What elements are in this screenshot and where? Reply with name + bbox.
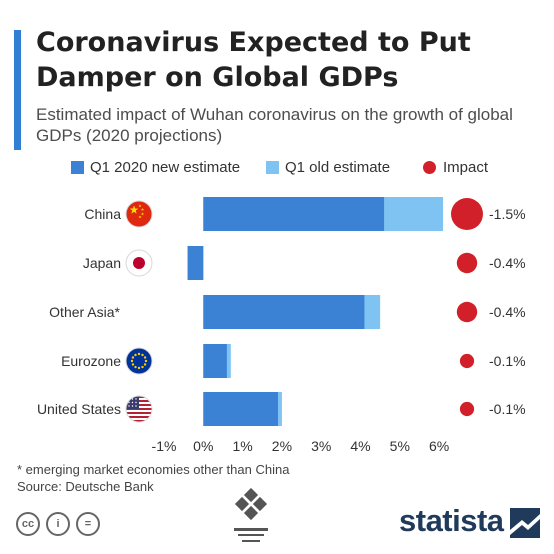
japan-flag-icon [125,249,153,277]
impact-label-united-states: -0.1% [489,401,526,417]
x-tick-label: 0% [193,438,213,454]
bar-new-china [203,197,385,231]
x-tick-label: 2% [272,438,292,454]
attribution-icon[interactable]: i [46,512,70,536]
x-tick-label: 5% [390,438,410,454]
impact-dot-china [451,198,483,230]
legend-item-new: Q1 2020 new estimate [71,159,240,176]
x-tick-label: -1% [152,438,177,454]
legend-label-old: Q1 old estimate [285,159,391,176]
legend-item-old: Q1 old estimate [266,159,390,176]
category-label-eurozone: Eurozone [61,353,121,369]
x-tick-label: 1% [232,438,252,454]
legend-swatch-new [71,161,84,174]
impact-label-china: -1.5% [489,206,526,222]
impact-label-japan: -0.4% [489,255,526,271]
x-tick-label: 3% [311,438,331,454]
impact-label-eurozone: -0.1% [489,353,526,369]
x-tick-label: 6% [429,438,449,454]
title-accent-bar [14,30,21,150]
x-tick-label: 4% [350,438,370,454]
legend-dot-impact [423,161,436,174]
legend-swatch-old [266,161,279,174]
creative-commons-icon[interactable]: cc [16,512,40,536]
impact-dot-other-asia [456,301,478,323]
legend-label-new: Q1 2020 new estimate [90,159,241,176]
legend: Q1 2020 new estimate Q1 old estimate Imp… [0,159,554,183]
eu-flag-icon [125,347,153,375]
impact-dot-eurozone [459,353,475,369]
category-label-japan: Japan [83,255,121,271]
watermark-logo-icon [234,488,268,542]
impact-dot-united-states [459,401,475,417]
bar-chart: China -1.5% Japan -0.4% Other Asia* -0.4% Euro… [37,197,526,454]
bar-new-united-states [203,392,278,426]
us-flag-icon [125,395,153,423]
chart-subtitle: Estimated impact of Wuhan coronavirus on… [36,105,513,145]
category-label-other-asia: Other Asia* [49,304,120,320]
license-icons: cc i = [16,512,100,536]
statista-mark-icon [510,508,540,538]
legend-label-impact: Impact [443,159,489,176]
impact-label-other-asia: -0.4% [489,304,526,320]
no-derivatives-icon[interactable]: = [76,512,100,536]
footnote: * emerging market economies other than C… [17,462,290,477]
bar-new-eurozone [203,344,227,378]
category-label-china: China [84,206,121,222]
statista-logo[interactable]: statista [399,503,504,538]
china-flag-icon [125,200,153,228]
bar-new-other-asia [203,295,365,329]
category-label-united-states: United States [37,401,121,417]
impact-dot-japan [456,252,478,274]
bar-new-japan [187,246,204,280]
chart-title: Coronavirus Expected to Put Damper on Gl… [36,27,471,93]
legend-item-impact: Impact [423,159,488,176]
source-note: Source: Deutsche Bank [17,479,154,494]
